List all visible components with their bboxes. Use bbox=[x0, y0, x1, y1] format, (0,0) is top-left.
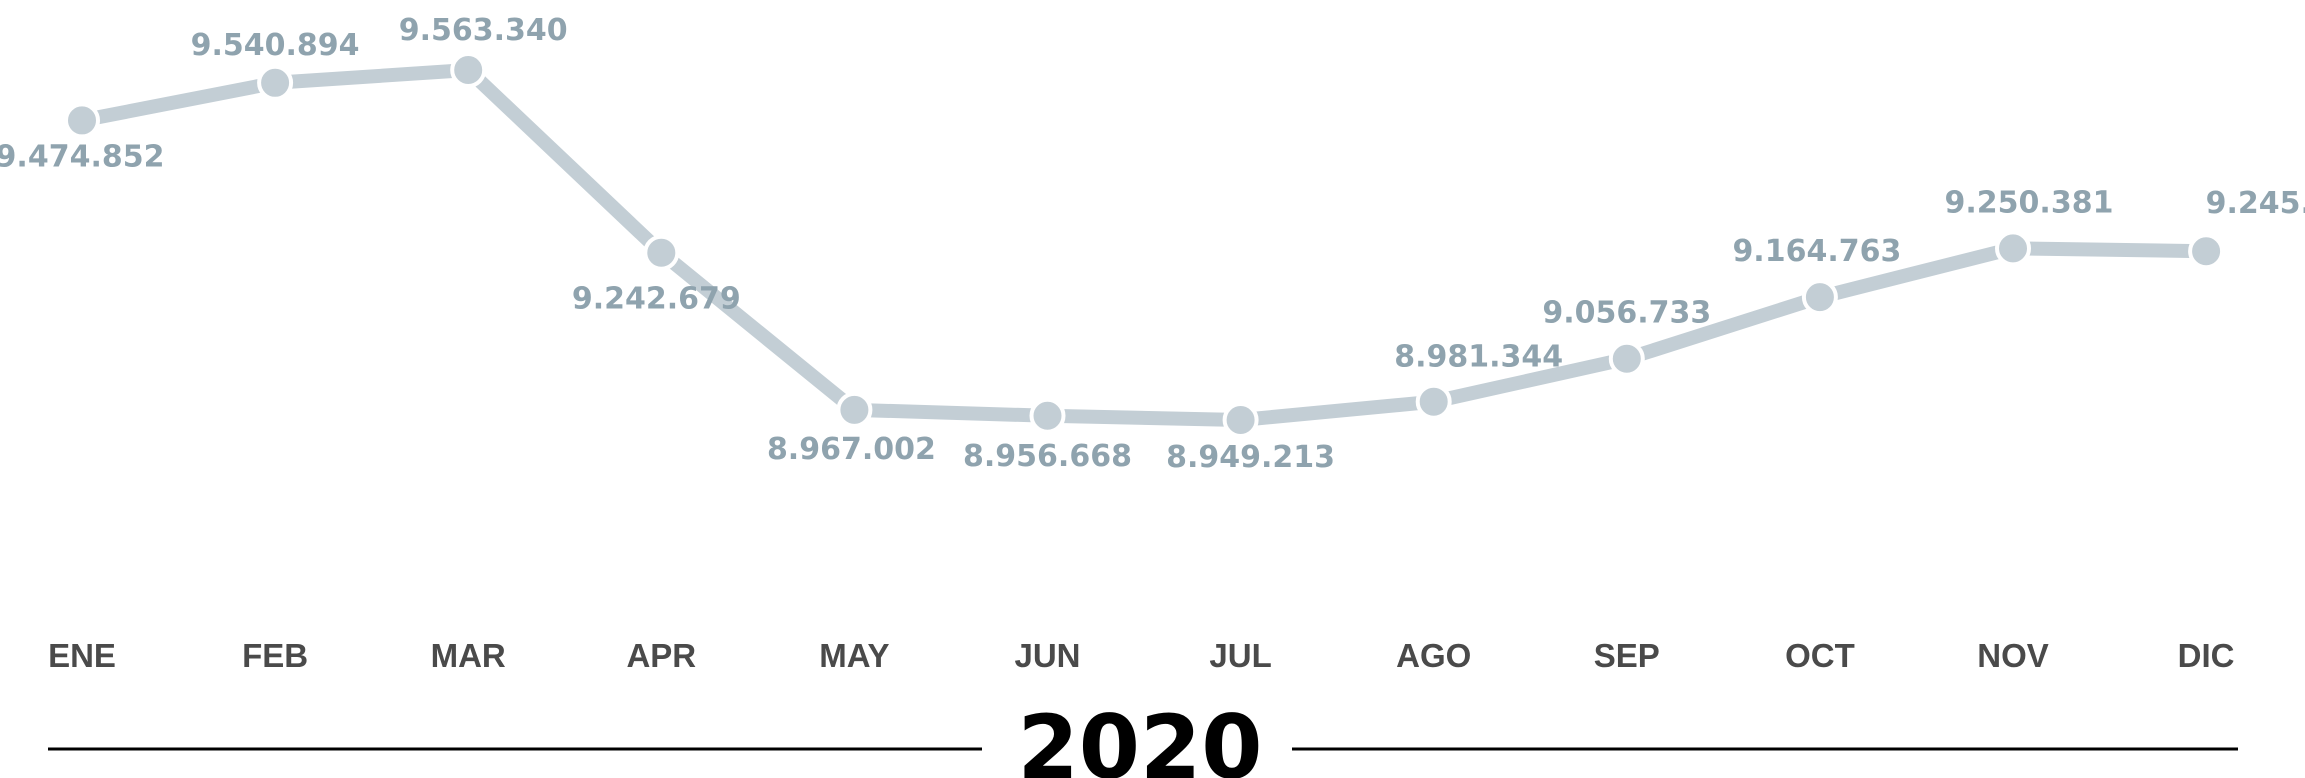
category-label-jul: JUL bbox=[1209, 637, 1271, 674]
data-label-jul: 8.949.213 bbox=[1166, 440, 1335, 475]
year-axis-title: 2020 bbox=[48, 696, 2238, 778]
data-point-jul bbox=[1222, 402, 1259, 438]
category-label-apr: APR bbox=[626, 637, 696, 674]
data-point-jun bbox=[1029, 397, 1066, 434]
data-label-mar: 9.563.340 bbox=[399, 13, 568, 48]
data-labels-layer: 9.474.852 9.540.894 9.563.340 9.242.679 8.96… bbox=[0, 13, 2305, 475]
data-point-ene bbox=[64, 102, 100, 139]
data-label-apr: 9.242.679 bbox=[572, 282, 741, 317]
category-label-may: MAY bbox=[819, 637, 889, 674]
category-label-jun: JUN bbox=[1014, 637, 1080, 674]
data-point-ago bbox=[1415, 383, 1452, 420]
category-label-ene: ENE bbox=[48, 637, 116, 674]
year-label: 2020 bbox=[1018, 696, 1263, 778]
data-label-ene: 9.474.852 bbox=[0, 139, 164, 174]
data-label-jun: 8.956.668 bbox=[963, 439, 1132, 474]
data-label-sep: 9.056.733 bbox=[1542, 296, 1711, 331]
data-point-dic bbox=[2188, 233, 2225, 270]
data-label-nov: 9.250.381 bbox=[1945, 185, 2114, 220]
category-labels-layer: ENE FEB MAR APR MAY JUN JUL AGO SEP OCT NOV DIC bbox=[48, 637, 2234, 674]
data-point-mar bbox=[450, 52, 487, 88]
category-label-mar: MAR bbox=[431, 637, 506, 674]
data-label-may: 8.967.002 bbox=[767, 432, 936, 467]
category-label-ago: AGO bbox=[1396, 637, 1471, 674]
data-point-oct bbox=[1801, 279, 1838, 316]
data-label-dic: 9.245.314 bbox=[2206, 186, 2305, 221]
category-label-nov: NOV bbox=[1977, 637, 2049, 674]
category-label-sep: SEP bbox=[1594, 637, 1660, 674]
series-line-layer bbox=[80, 63, 2207, 427]
data-label-ago: 8.981.344 bbox=[1394, 340, 1563, 375]
data-point-feb bbox=[257, 64, 294, 101]
category-label-feb: FEB bbox=[242, 637, 308, 674]
data-points-layer bbox=[64, 52, 2225, 438]
data-point-may bbox=[836, 391, 873, 428]
data-point-nov bbox=[1995, 230, 2031, 267]
data-point-apr bbox=[643, 234, 680, 271]
category-label-dic: DIC bbox=[2178, 637, 2235, 674]
series-line bbox=[80, 63, 2207, 427]
data-point-sep bbox=[1608, 340, 1645, 377]
data-label-oct: 9.164.763 bbox=[1732, 234, 1901, 269]
data-label-feb: 9.540.894 bbox=[191, 28, 360, 63]
category-label-oct: OCT bbox=[1785, 637, 1855, 674]
